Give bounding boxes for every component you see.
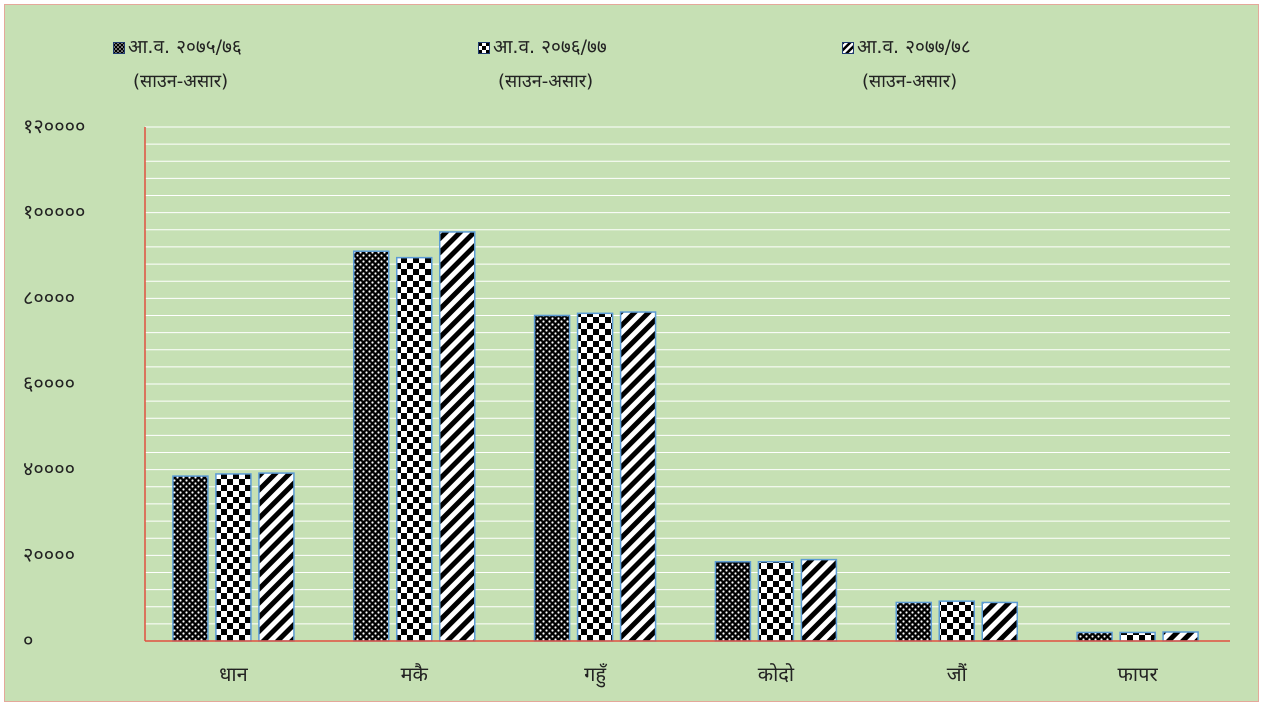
- legend-sublabel-0: (साउन-असार): [133, 71, 229, 92]
- bar-chart: ० २०००० ४०००० ६०००० ८०००० १००००० १२०००० धान मकै ग…: [23, 114, 1230, 688]
- tick-labels: ० २०००० ४०००० ६०००० ८०००० १००००० १२०००० धान मकै ग…: [23, 114, 1158, 688]
- bar-3-4: [800, 558, 838, 642]
- x-tick-label: धान: [219, 662, 248, 686]
- legend-sublabel-1: (साउन-असार): [498, 71, 594, 92]
- bar-1-1: [172, 475, 209, 642]
- legend-sublabel-2: (साउन-असार): [862, 71, 958, 92]
- bar-1-5: [895, 601, 932, 642]
- chart-frame: आ.व. २०७५/७६ (साउन-असार) आ.व. २०७६/७७ (स…: [4, 4, 1259, 702]
- bar-3-6: [1162, 631, 1199, 642]
- bar-1-3: [533, 314, 571, 642]
- axes: [144, 127, 1230, 642]
- y-tick-label: २००००: [23, 542, 75, 566]
- y-tick-label: ६००००: [23, 371, 75, 395]
- bar-2-4: [757, 561, 795, 642]
- y-tick-label: ०: [23, 628, 33, 652]
- legend-label-0: आ.व. २०७५/७६: [128, 36, 242, 58]
- y-tick-label: ८००००: [23, 285, 75, 309]
- bar-2-3: [576, 312, 614, 642]
- bar-2-2: [396, 256, 433, 642]
- y-tick-label: ४००००: [23, 457, 75, 481]
- bar-2-1: [215, 473, 252, 642]
- legend-swatch-0: [113, 39, 125, 54]
- legend-label-2: आ.व. २०७७/७८: [857, 36, 971, 58]
- bar-1-4: [714, 561, 752, 642]
- x-tick-label: गहुँ: [584, 662, 607, 688]
- bar-3-3: [619, 311, 657, 642]
- bar-1-2: [353, 250, 390, 642]
- bar-3-1: [258, 472, 295, 642]
- legend-swatch-1: [478, 39, 490, 54]
- y-tick-label: १२००००: [23, 114, 85, 138]
- bar-3-2: [439, 231, 476, 642]
- bar-2-6: [1119, 631, 1156, 642]
- legend-swatch-2: [842, 39, 854, 54]
- bars: [172, 231, 1199, 642]
- x-tick-label: जौं: [947, 662, 968, 686]
- bar-3-5: [981, 601, 1018, 642]
- legend-label-1: आ.व. २०७६/७७: [493, 36, 607, 58]
- y-tick-label: १०००००: [23, 200, 85, 224]
- x-tick-label: कोदो: [758, 662, 795, 686]
- grid-lines: [145, 126, 1230, 625]
- bar-1-6: [1076, 631, 1113, 642]
- x-tick-label: फापर: [1118, 662, 1159, 686]
- x-tick-label: मकै: [401, 662, 429, 686]
- bar-2-5: [938, 600, 975, 642]
